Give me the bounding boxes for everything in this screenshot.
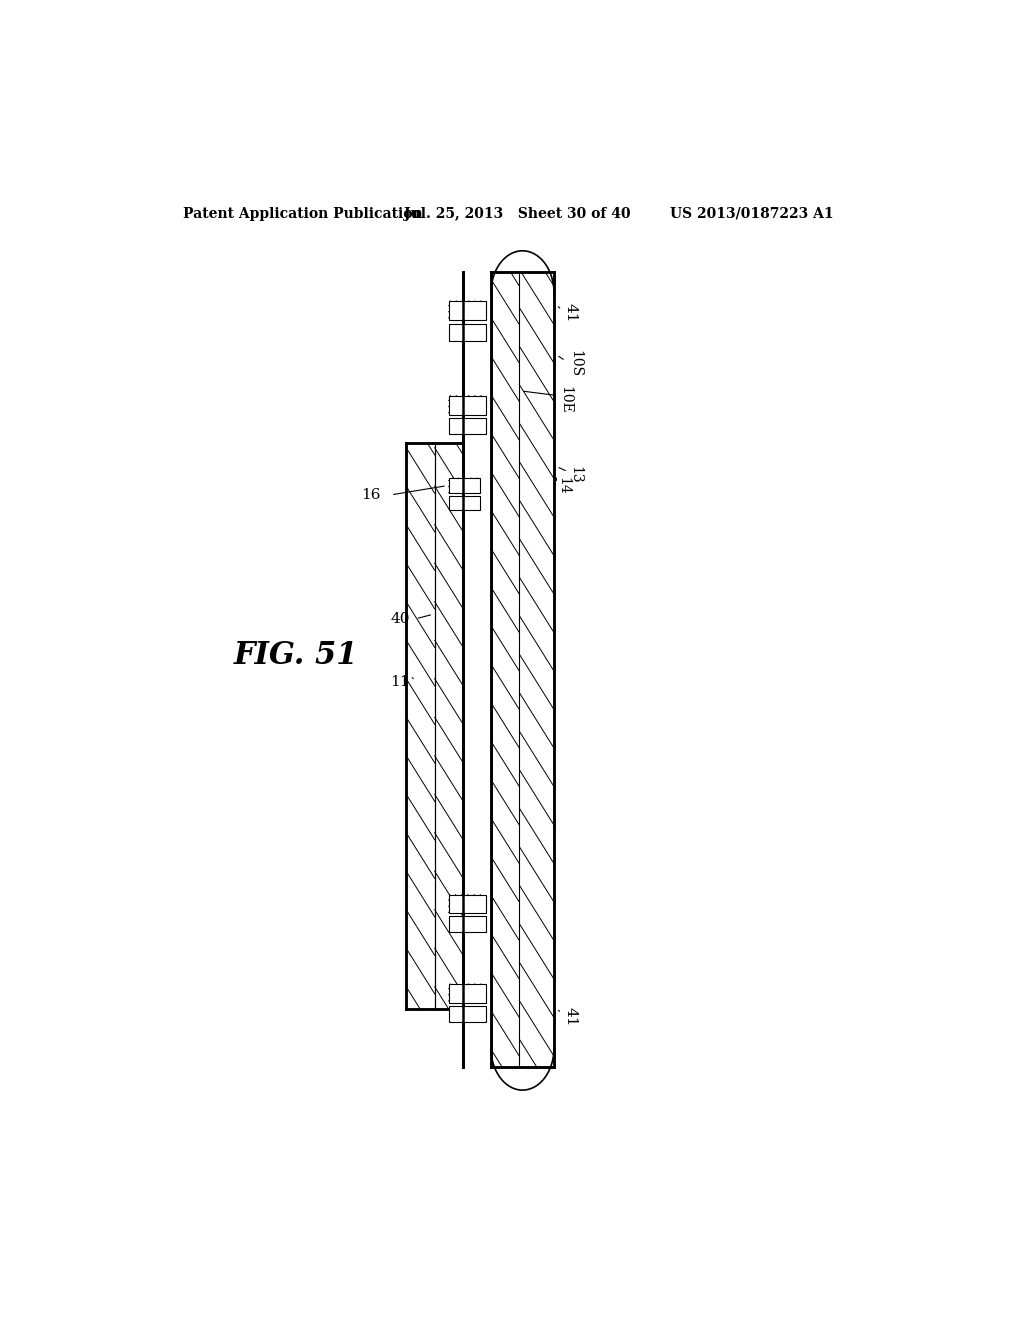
- Bar: [449, 895, 486, 913]
- Text: 40: 40: [390, 612, 410, 626]
- Bar: [449, 323, 486, 341]
- Text: US 2013/0187223 A1: US 2013/0187223 A1: [670, 207, 834, 220]
- Text: 16: 16: [361, 488, 381, 502]
- Text: 41: 41: [563, 302, 578, 322]
- Text: 41: 41: [563, 1007, 578, 1027]
- Text: FIG. 51: FIG. 51: [233, 640, 358, 671]
- Text: Patent Application Publication: Patent Application Publication: [183, 207, 423, 220]
- Text: 14: 14: [556, 477, 570, 495]
- Bar: [449, 983, 486, 1003]
- Bar: [449, 1006, 486, 1022]
- Text: 10S: 10S: [568, 350, 582, 378]
- Bar: [449, 496, 480, 510]
- Text: Jul. 25, 2013   Sheet 30 of 40: Jul. 25, 2013 Sheet 30 of 40: [403, 207, 631, 220]
- Bar: [407, 444, 463, 1010]
- Text: 10E: 10E: [558, 385, 571, 413]
- Text: 13: 13: [568, 466, 582, 483]
- Bar: [449, 478, 480, 494]
- Bar: [449, 396, 486, 414]
- Bar: [449, 916, 486, 932]
- Bar: [449, 301, 486, 321]
- Bar: [449, 418, 486, 434]
- Text: 11: 11: [390, 675, 410, 689]
- Bar: [463, 272, 490, 1067]
